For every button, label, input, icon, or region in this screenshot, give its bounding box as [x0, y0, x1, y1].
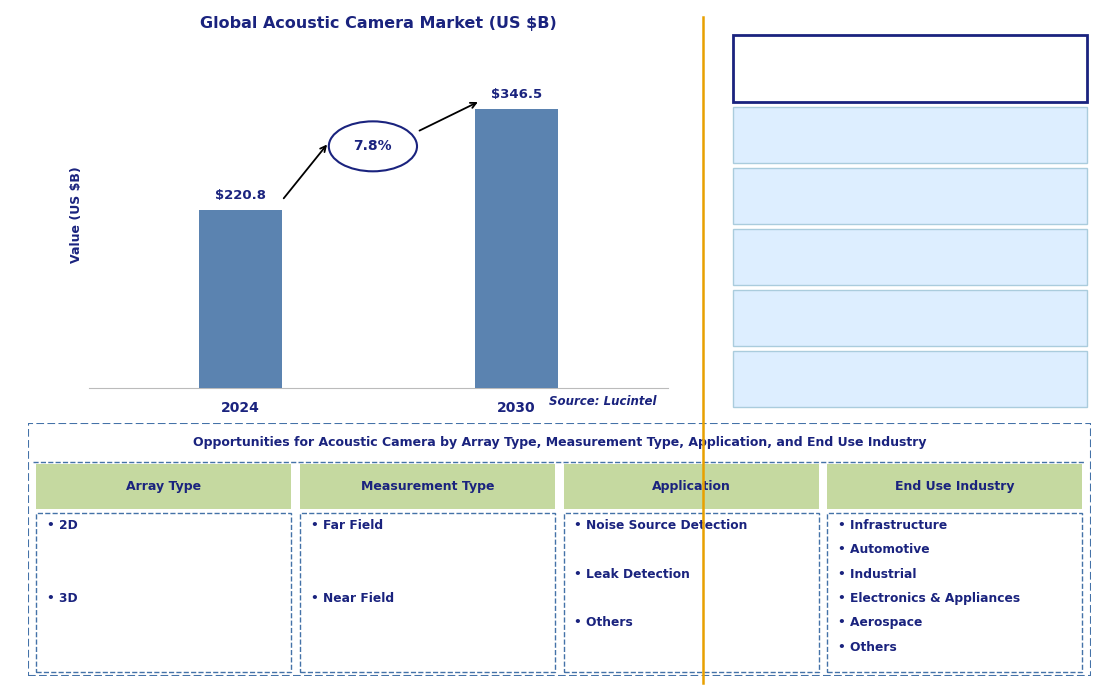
- Text: Opportunities for Acoustic Camera by Array Type, Measurement Type, Application, : Opportunities for Acoustic Camera by Arr…: [193, 436, 926, 449]
- Text: Microflown Technologies: Microflown Technologies: [818, 251, 1002, 263]
- FancyBboxPatch shape: [563, 464, 819, 509]
- FancyBboxPatch shape: [299, 464, 555, 509]
- FancyBboxPatch shape: [563, 513, 819, 672]
- Text: • Others: • Others: [838, 641, 896, 654]
- Text: • Leak Detection: • Leak Detection: [574, 568, 690, 581]
- Text: Source: Lucintel: Source: Lucintel: [549, 395, 657, 408]
- FancyBboxPatch shape: [827, 513, 1082, 672]
- FancyBboxPatch shape: [28, 423, 1091, 676]
- Text: • Others: • Others: [574, 617, 633, 629]
- Text: • Infrastructure: • Infrastructure: [838, 518, 947, 532]
- Text: Polytec: Polytec: [883, 373, 937, 385]
- Text: End Use Industry: End Use Industry: [895, 480, 1014, 493]
- Text: Application: Application: [651, 480, 730, 493]
- Text: Measurement Type: Measurement Type: [361, 480, 494, 493]
- FancyBboxPatch shape: [37, 464, 292, 509]
- Text: 7.8%: 7.8%: [354, 139, 392, 153]
- Text: Norsonic: Norsonic: [877, 312, 943, 324]
- Text: Major Players of Acoustic
Camera Market: Major Players of Acoustic Camera Market: [815, 55, 1005, 82]
- FancyBboxPatch shape: [299, 513, 555, 672]
- Text: • 3D: • 3D: [47, 592, 78, 605]
- Text: $346.5: $346.5: [491, 88, 542, 100]
- Text: • Near Field: • Near Field: [311, 592, 394, 605]
- Text: Array Type: Array Type: [126, 480, 201, 493]
- Text: • Electronics & Appliances: • Electronics & Appliances: [838, 592, 1020, 605]
- FancyBboxPatch shape: [732, 229, 1087, 286]
- Text: CAE Software & Systems: CAE Software & Systems: [817, 190, 1003, 202]
- Text: • Far Field: • Far Field: [311, 518, 383, 532]
- FancyBboxPatch shape: [732, 351, 1087, 407]
- Text: • Industrial: • Industrial: [838, 568, 916, 581]
- Text: • 2D: • 2D: [47, 518, 78, 532]
- Y-axis label: Value (US $B): Value (US $B): [70, 166, 83, 263]
- FancyBboxPatch shape: [827, 464, 1082, 509]
- FancyBboxPatch shape: [37, 513, 292, 672]
- Text: $220.8: $220.8: [215, 189, 266, 202]
- FancyBboxPatch shape: [732, 168, 1087, 225]
- Text: • Automotive: • Automotive: [838, 543, 929, 556]
- FancyBboxPatch shape: [732, 35, 1087, 103]
- Bar: [199, 210, 282, 388]
- Text: • Aerospace: • Aerospace: [838, 617, 923, 629]
- FancyBboxPatch shape: [732, 290, 1087, 346]
- Text: Brüel & Kjær: Brüel & Kjær: [861, 129, 958, 141]
- FancyBboxPatch shape: [732, 107, 1087, 164]
- Text: • Noise Source Detection: • Noise Source Detection: [574, 518, 748, 532]
- Title: Global Acoustic Camera Market (US $B): Global Acoustic Camera Market (US $B): [200, 16, 556, 30]
- Bar: [475, 109, 558, 388]
